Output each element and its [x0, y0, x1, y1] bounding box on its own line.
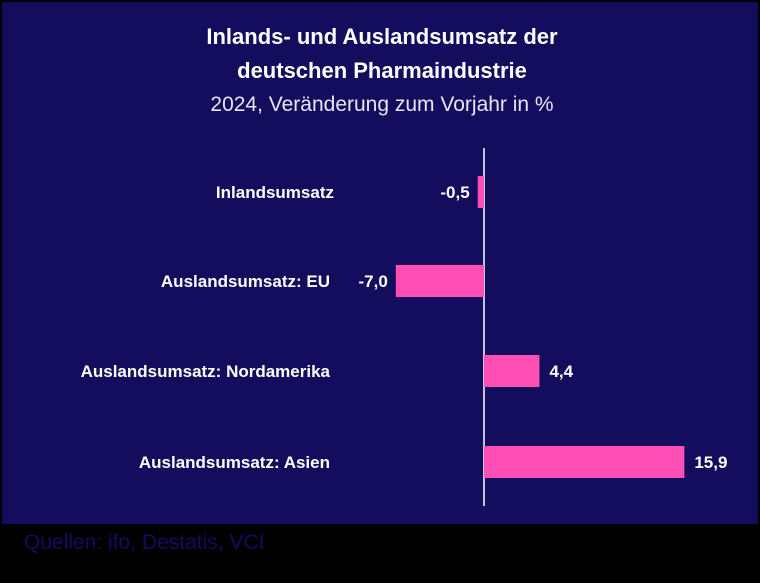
bar-1 — [395, 265, 484, 297]
value-label-2: 4,4 — [549, 362, 573, 381]
category-label-1: Auslandsumsatz: EU — [161, 272, 330, 291]
bar-chart: Inlands- und Auslandsumsatz der deutsche… — [81, 24, 727, 506]
bar-3 — [484, 446, 685, 478]
value-label-1: -7,0 — [359, 272, 388, 291]
bar-0 — [477, 176, 484, 208]
bar-2 — [484, 355, 540, 387]
category-label-3: Auslandsumsatz: Asien — [139, 453, 330, 472]
category-label-0: Inlandsumsatz — [216, 183, 334, 202]
chart-subtitle: 2024, Veränderung zum Vorjahr in % — [210, 93, 553, 116]
chart-title-line-2: deutschen Pharmaindustrie — [237, 58, 527, 83]
chart-panel: Inlands- und Auslandsumsatz der deutsche… — [2, 2, 758, 524]
value-label-0: -0,5 — [440, 183, 469, 202]
chart-title-line-1: Inlands- und Auslandsumsatz der — [206, 24, 558, 49]
value-label-3: 15,9 — [694, 453, 727, 472]
source-note: Quellen: ifo, Destatis, VCI — [24, 531, 265, 554]
category-label-2: Auslandsumsatz: Nordamerika — [81, 362, 331, 381]
